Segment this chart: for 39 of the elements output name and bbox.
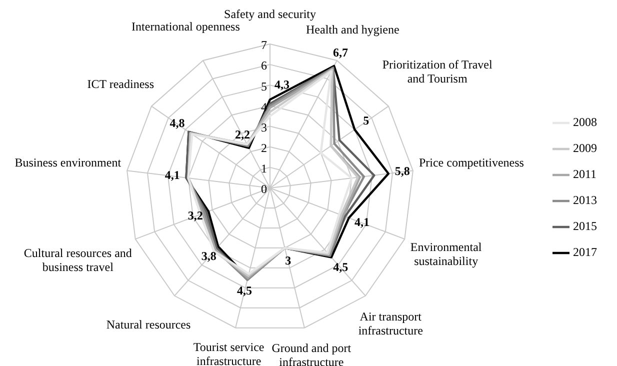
- y-tick-label: 0: [261, 182, 267, 196]
- spoke-label: International openness: [132, 20, 240, 34]
- data-label: 4,8: [170, 116, 185, 130]
- data-label: 3,2: [188, 208, 203, 222]
- spoke-label: Business environment: [14, 156, 122, 170]
- spoke-label: Air transport infrastructure: [358, 309, 423, 338]
- spoke-label: Health and hygiene: [306, 22, 400, 37]
- y-tick-label: 2: [261, 141, 267, 156]
- y-tick-label: 6: [261, 58, 267, 73]
- spoke-label: Natural resources: [106, 317, 191, 332]
- legend-label: 2017: [573, 245, 597, 260]
- spoke-label: Tourist service infrastructure: [193, 340, 264, 366]
- y-tick-label: 1: [261, 162, 267, 176]
- spoke-label: Cultural resources and business travel: [24, 246, 132, 274]
- data-label: 4,1: [354, 214, 370, 229]
- spoke-label: Environmental sustainability: [410, 240, 482, 268]
- spoke-label: Prioritization of Travel and Tourism: [382, 58, 493, 86]
- y-tick-label: 5: [261, 79, 267, 94]
- y-tick-label: 7: [261, 38, 267, 52]
- data-label: 4,5: [333, 260, 348, 274]
- data-label: 3: [285, 254, 292, 268]
- spoke-label: ICT readiness: [87, 77, 154, 92]
- data-label: 2,2: [234, 128, 250, 142]
- legend-label: 2011: [573, 167, 597, 182]
- data-label: 3,8: [201, 249, 216, 264]
- data-label: 4,1: [164, 168, 180, 182]
- spoke-label: Price competitiveness: [418, 156, 524, 170]
- data-label: 4,3: [274, 78, 290, 92]
- spoke-label: Safety and security: [224, 7, 316, 22]
- legend-label: 2015: [573, 219, 597, 234]
- legend-label: 2009: [573, 141, 597, 156]
- data-label: 6,7: [333, 46, 348, 60]
- legend-label: 2008: [573, 115, 597, 130]
- y-tick-label: 3: [261, 120, 267, 134]
- data-label: 4,5: [236, 284, 252, 298]
- data-label: 5,8: [394, 164, 410, 178]
- legend-label: 2013: [573, 193, 597, 208]
- data-label: 5: [363, 114, 370, 128]
- spoke-label: Ground and port infrastructure: [272, 341, 352, 366]
